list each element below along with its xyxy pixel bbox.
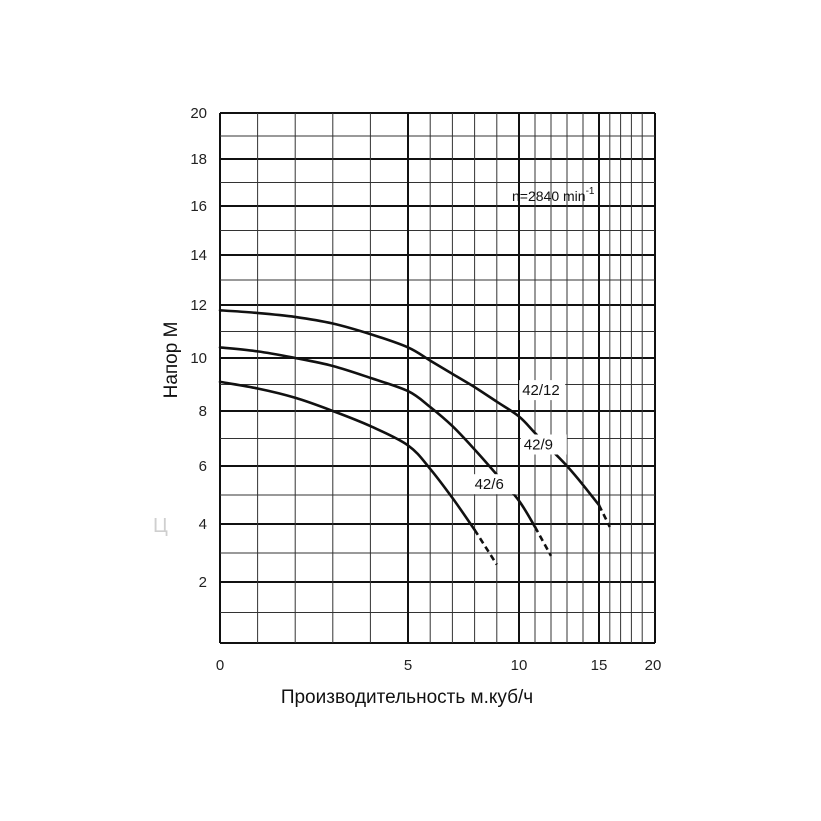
y-tick-label: 8 <box>199 403 207 420</box>
series-label: 42/12 <box>522 382 560 399</box>
watermark: Ц <box>153 515 168 537</box>
series-label-bg <box>520 434 567 455</box>
labels: 0 5 10 15 20 2 4 6 8 10 12 14 16 18 20 42/12 42/9 42/6 <box>190 105 661 674</box>
series-line-42-9 <box>218 346 537 529</box>
series-tail-42-9 <box>533 526 553 557</box>
series-label: 42/9 <box>524 437 553 454</box>
series-tail-42-12 <box>597 504 611 528</box>
x-tick-label: 15 <box>591 657 608 674</box>
y-tick-label: 16 <box>190 198 207 215</box>
series-line-42-12 <box>218 309 601 507</box>
x-tick-label: 5 <box>404 657 412 674</box>
speed-annotation: n=2840 min-1 <box>512 186 595 204</box>
y-tick-label: 6 <box>199 458 207 475</box>
x-tick-label: 0 <box>216 657 224 674</box>
y-tick-label: 20 <box>190 105 207 122</box>
series-label-bg <box>519 380 566 401</box>
y-tick-label: 4 <box>199 516 207 533</box>
y-tick-label: 12 <box>190 297 207 314</box>
series-line-42-6 <box>218 380 476 532</box>
series-label: 42/6 <box>475 476 504 493</box>
series-tail-42-6 <box>473 529 498 566</box>
y-tick-label: 10 <box>190 350 207 367</box>
x-tick-label: 20 <box>645 657 662 674</box>
y-tick-label: 2 <box>199 574 207 591</box>
y-axis-label: Напор М <box>161 322 182 399</box>
y-tick-label: 14 <box>190 247 207 264</box>
series-label-bg <box>471 474 518 495</box>
grid <box>219 112 656 644</box>
x-tick-label: 10 <box>511 657 528 674</box>
y-tick-label: 18 <box>190 151 207 168</box>
x-axis-label: Производительность м.куб/ч <box>281 687 533 708</box>
